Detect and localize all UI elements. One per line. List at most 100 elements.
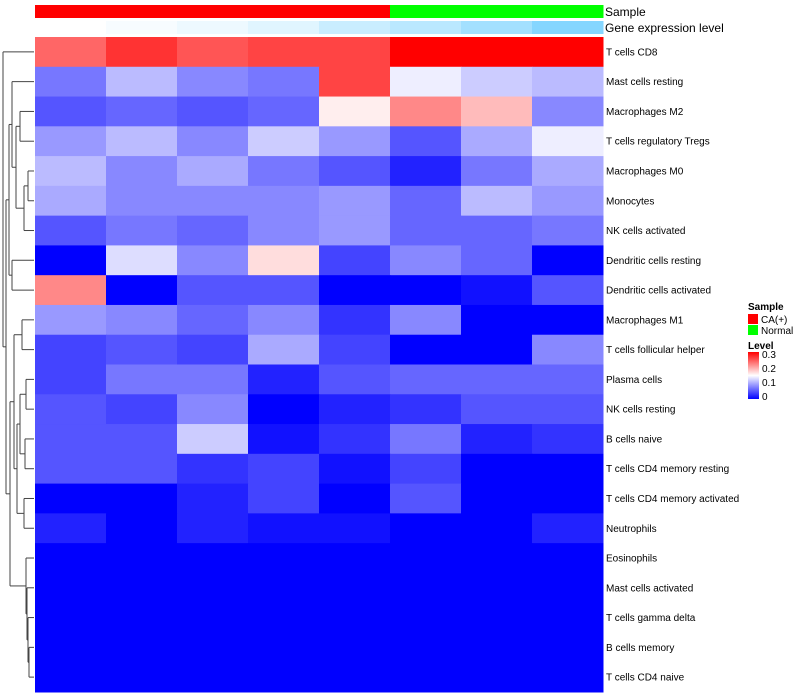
row-dendrogram	[2, 51, 34, 678]
heatmap-cell	[532, 37, 604, 68]
heatmap-cell	[319, 394, 391, 425]
heatmap-cell	[532, 602, 604, 633]
heatmap-cell	[248, 66, 320, 98]
heatmap-cell	[35, 513, 107, 544]
row-labels: T cells CD8 Mast cells resting Macrophages…	[606, 47, 739, 683]
heatmap-cell	[106, 632, 178, 663]
heatmap-cell	[177, 662, 249, 693]
sample-legend-title: Sample	[748, 302, 784, 313]
heatmap-cell	[106, 185, 178, 217]
level-legend-tick: 0.1	[762, 378, 776, 389]
heatmap-cell	[390, 424, 462, 455]
row-label: T cells CD4 memory resting	[606, 464, 729, 475]
heatmap-cell	[106, 304, 178, 336]
heatmap-cell	[177, 632, 249, 663]
heatmap-cell	[390, 602, 462, 633]
heatmap-cell	[177, 572, 249, 604]
heatmap-cell	[35, 364, 107, 395]
row-label: Dendritic cells activated	[606, 286, 711, 297]
heatmap-cell	[319, 483, 391, 514]
heatmap-cell	[106, 364, 178, 395]
annotation-cell	[319, 21, 391, 34]
annotation-cell	[532, 5, 604, 18]
heatmap-cell	[390, 334, 462, 365]
heatmap-cell	[35, 543, 107, 574]
annotation-cell	[35, 21, 107, 34]
heatmap-cell	[106, 126, 178, 157]
heatmap-cell	[248, 572, 320, 604]
heatmap-cell	[319, 96, 391, 127]
heatmap-cell	[35, 483, 107, 514]
heatmap-cell	[461, 304, 533, 336]
heatmap-cell	[319, 662, 391, 693]
heatmap-cell	[35, 662, 107, 693]
annotation-cell	[532, 21, 604, 34]
level-legend-title: Level	[748, 341, 774, 352]
heatmap-cell	[532, 215, 604, 246]
annotation-cell	[461, 5, 533, 18]
heatmap-cell	[106, 602, 178, 633]
annotation-cell	[35, 5, 107, 18]
heatmap-cell	[461, 513, 533, 544]
sample-legend-label: Normal	[761, 326, 793, 337]
heatmap-cell	[390, 572, 462, 604]
heatmap-cell	[177, 364, 249, 395]
row-label: T cells regulatory Tregs	[606, 137, 710, 148]
level-legend-colorbar	[748, 352, 759, 399]
heatmap-cell	[532, 126, 604, 157]
heatmap-cell	[319, 126, 391, 157]
annotation-cell	[248, 21, 320, 34]
heatmap-cell	[248, 156, 320, 187]
heatmap-cell	[35, 66, 107, 98]
heatmap-cell	[319, 513, 391, 544]
heatmap-cell	[248, 126, 320, 157]
heatmap-cell	[532, 453, 604, 485]
heatmap-cell	[177, 334, 249, 365]
heatmap-cell	[532, 334, 604, 365]
annotation-cell	[248, 5, 320, 18]
heatmap-cell	[461, 364, 533, 395]
heatmap-cell	[35, 126, 107, 157]
heatmap-cell	[390, 156, 462, 187]
heatmap-cell	[248, 185, 320, 217]
heatmap-cell	[177, 483, 249, 514]
heatmap-cell	[106, 245, 178, 276]
heatmap-cell	[390, 215, 462, 246]
row-label: Macrophages M0	[606, 166, 684, 177]
heatmap-cell	[461, 632, 533, 663]
heatmap-cell	[177, 513, 249, 544]
heatmap-cell	[532, 483, 604, 514]
row-label: Macrophages M2	[606, 107, 684, 118]
heatmap-cell	[390, 483, 462, 514]
heatmap-cell	[106, 66, 178, 98]
heatmap-cell	[35, 632, 107, 663]
heatmap-cell	[177, 66, 249, 98]
heatmap-cell	[177, 304, 249, 336]
sample-legend-label: CA(+)	[761, 315, 787, 326]
heatmap-cell	[35, 96, 107, 127]
heatmap-cell	[35, 156, 107, 187]
row-label: T cells CD4 naive	[606, 673, 685, 684]
heatmap-cell	[248, 453, 320, 485]
heatmap-cell	[106, 394, 178, 425]
heatmap-cell	[177, 543, 249, 574]
heatmap-cell	[319, 543, 391, 574]
heatmap-cell	[319, 602, 391, 633]
heatmap-cell	[35, 185, 107, 217]
heatmap-cell	[319, 572, 391, 604]
heatmap-cell	[390, 66, 462, 98]
heatmap-cell	[177, 424, 249, 455]
heatmap-cell	[532, 156, 604, 187]
annotation-cell	[106, 21, 178, 34]
row-label: NK cells activated	[606, 226, 685, 237]
heatmap-cell	[390, 513, 462, 544]
heatmap-cell	[390, 304, 462, 336]
row-label: Neutrophils	[606, 524, 657, 535]
heatmap-cell	[319, 275, 391, 306]
heatmap-cell	[248, 632, 320, 663]
heatmap-cell	[106, 96, 178, 127]
heatmap-cell	[390, 632, 462, 663]
heatmap-cell	[390, 543, 462, 574]
heatmap-cell	[532, 424, 604, 455]
heatmap-cell	[461, 66, 533, 98]
